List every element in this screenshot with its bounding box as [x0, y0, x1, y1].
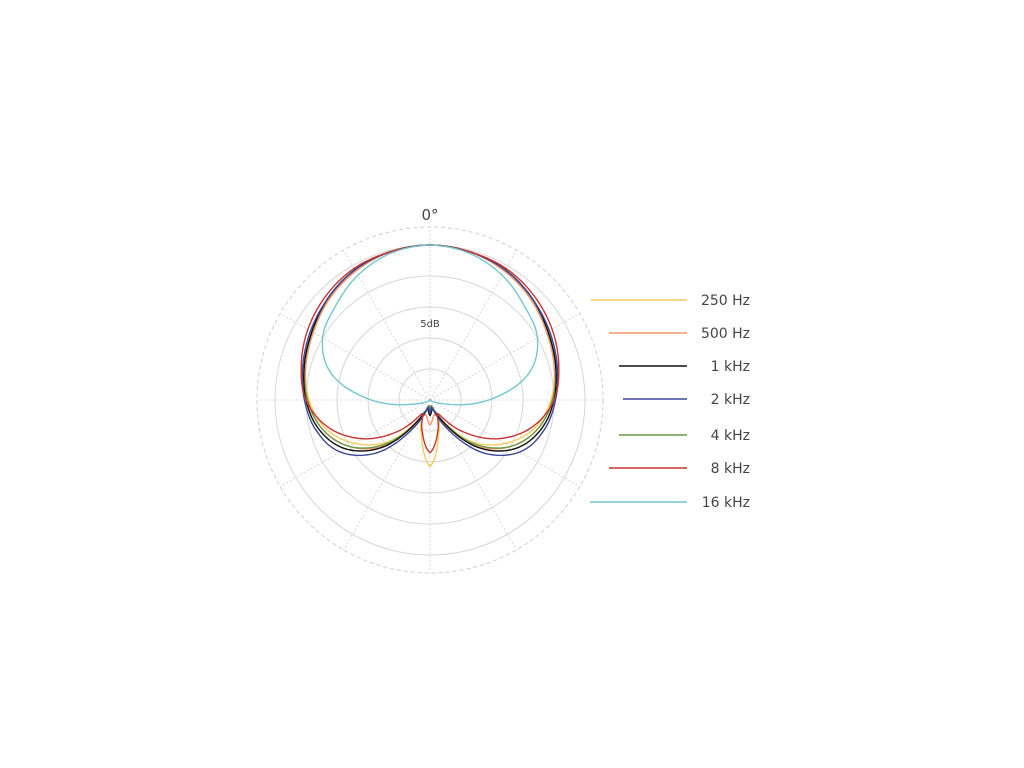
series-curve-2-khz — [301, 244, 559, 457]
series-curve-500-hz — [304, 244, 556, 450]
grid-spoke — [429, 399, 581, 487]
legend-label: 4 kHz — [711, 428, 750, 444]
legend-label: 8 kHz — [711, 461, 750, 477]
series-curve-1-khz — [303, 244, 557, 452]
legend-label: 2 kHz — [711, 392, 750, 408]
legend-label: 16 kHz — [702, 495, 750, 511]
grid-spoke — [429, 313, 581, 401]
legend-label: 1 kHz — [711, 359, 750, 375]
series-curve-8-khz — [300, 244, 560, 454]
legend-label: 250 Hz — [701, 293, 750, 309]
grid-spoke — [279, 399, 431, 487]
grid-spoke — [279, 313, 431, 401]
ring-label: 5dB — [420, 319, 440, 330]
grid-ring — [398, 368, 462, 432]
legend-label: 500 Hz — [701, 326, 750, 342]
angle-label-0: 0° — [421, 206, 438, 224]
legend: 250 Hz 500 Hz 1 kHz 2 kHz 4 kHz 8 kHz 16 kHz — [590, 293, 750, 511]
grid-spoke — [429, 249, 517, 401]
series-curves — [300, 244, 560, 468]
series-curve-16-khz — [321, 244, 539, 406]
grid-spoke — [343, 249, 431, 401]
